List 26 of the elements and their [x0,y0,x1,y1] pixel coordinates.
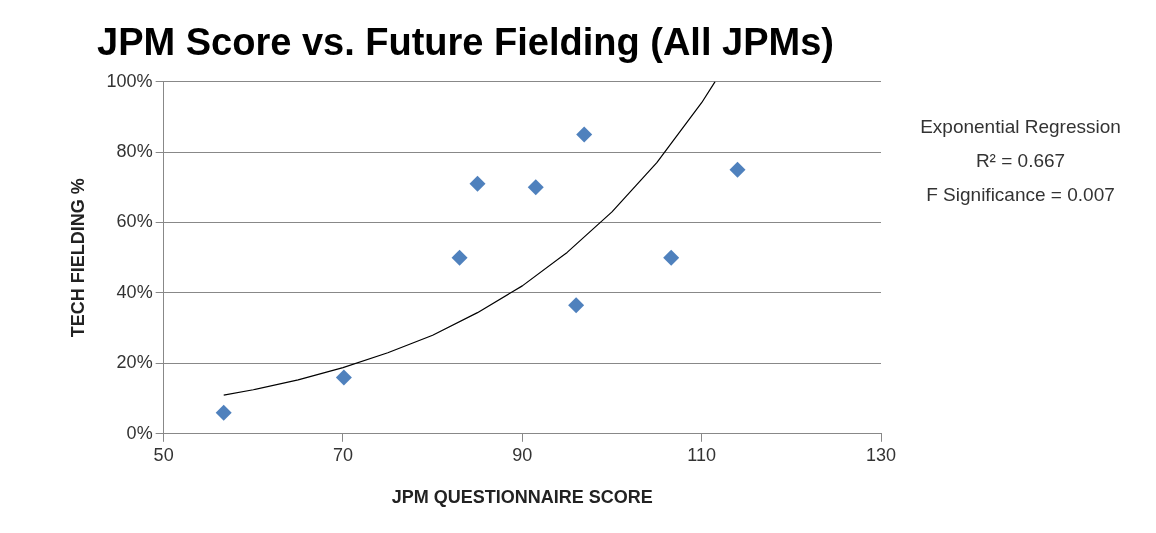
point [729,161,746,178]
y-tick-label: 80% [116,141,153,162]
point [469,175,486,192]
x-tick-label: 90 [512,444,533,465]
y-axis-title: TECH FIELDING % [67,178,88,338]
y-tick-label: 60% [116,211,153,232]
x-axis-title: JPM QUESTIONNAIRE SCORE [391,487,653,508]
y-tick-label: 0% [126,422,153,443]
point [215,404,232,421]
point [663,249,680,266]
point [527,179,544,196]
text: R² = 0.667 [975,150,1066,172]
chart-title: JPM Score vs. Future Fielding (All JPMs) [97,21,834,64]
text: Exponential Regression [920,116,1121,138]
x-tick-label: 130 [865,444,897,465]
point [335,369,352,386]
y-tick-label: 100% [106,70,153,91]
x-tick-label: 70 [332,444,353,465]
point [451,249,468,266]
y-tick-label: 40% [116,281,153,302]
point [568,297,585,314]
y-tick-label: 20% [116,352,153,373]
text: F Significance = 0.007 [926,184,1115,206]
point [576,126,593,143]
x-tick-label: 110 [687,444,717,465]
x-tick-label: 50 [153,444,174,465]
